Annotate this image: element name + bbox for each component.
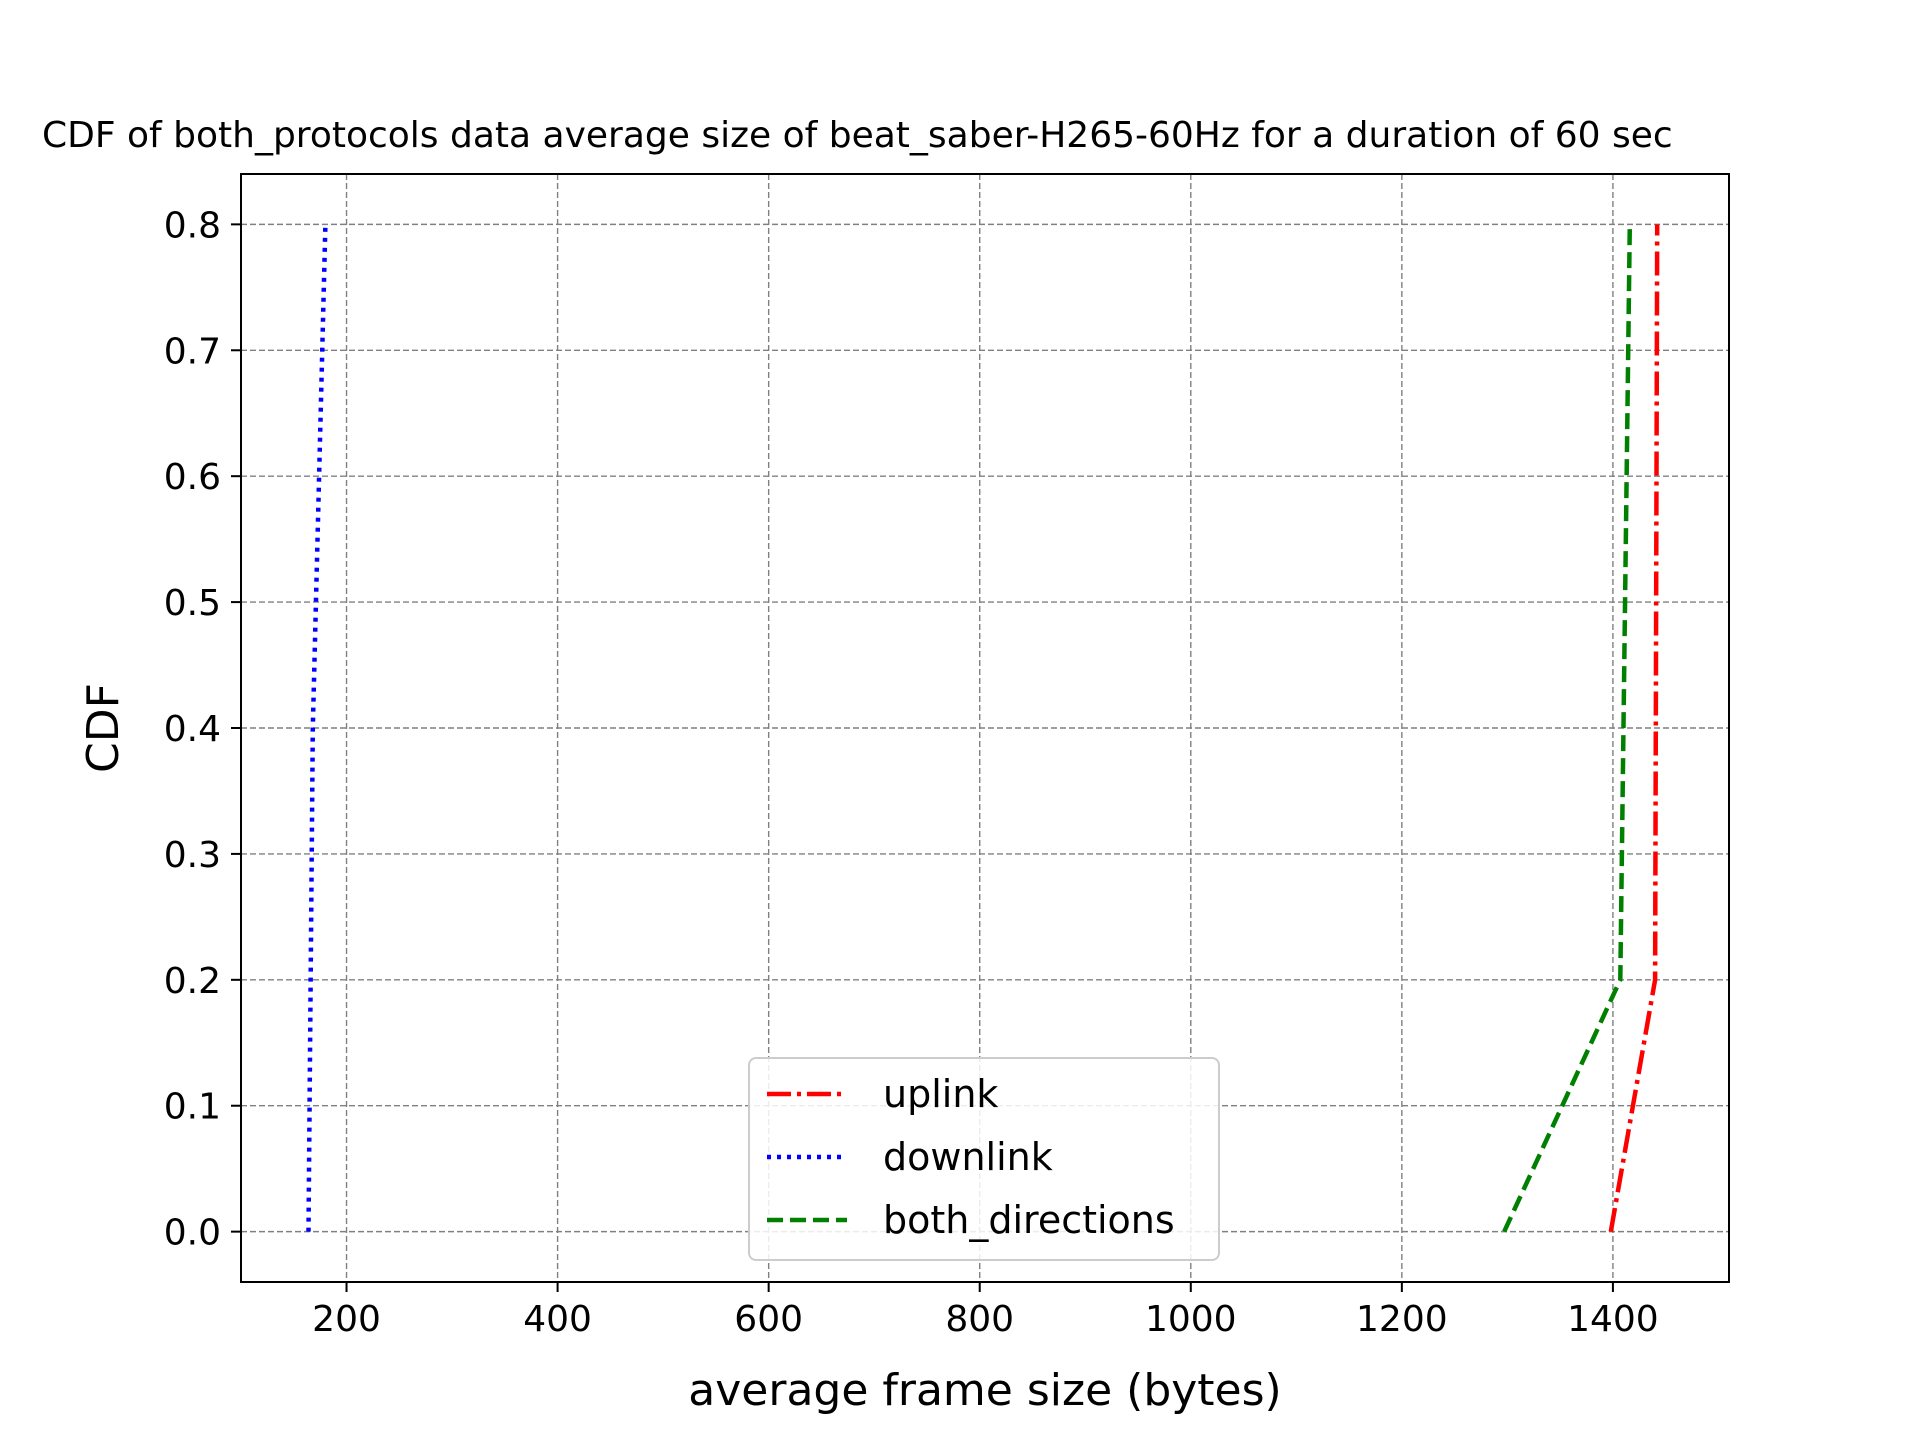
y-axis-label: CDF (78, 683, 129, 773)
y-tick-label: 0.3 (164, 835, 221, 876)
chart-title: CDF of both_protocols data average size … (42, 115, 1673, 156)
x-tick-label: 1400 (1567, 1299, 1659, 1340)
y-tick-label: 0.7 (164, 331, 221, 372)
y-tick-label: 0.1 (164, 1087, 221, 1128)
legend-label-both-directions: both_directions (883, 1198, 1175, 1242)
legend-box (748, 1057, 1220, 1261)
legend-label-downlink: downlink (883, 1135, 1053, 1179)
x-tick-label: 1000 (1145, 1299, 1237, 1340)
y-tick-label: 0.8 (164, 205, 221, 246)
x-tick-label: 1200 (1356, 1299, 1448, 1340)
x-tick-label: 400 (523, 1299, 592, 1340)
legend: uplink downlink both_directions (748, 1057, 1220, 1261)
y-tick-label: 0.6 (164, 457, 221, 498)
series-line-downlink (306, 224, 328, 1232)
x-tick-label: 800 (945, 1299, 1014, 1340)
legend-label-uplink: uplink (883, 1072, 998, 1116)
series-layer (306, 224, 1660, 1233)
grid-lines (241, 174, 1729, 1282)
y-tick-label: 0.4 (164, 709, 221, 750)
x-axis-label: average frame size (bytes) (688, 1365, 1281, 1416)
y-tick-label: 0.5 (164, 583, 221, 624)
x-tick-label: 600 (734, 1299, 803, 1340)
y-axis: 0.0 0.1 0.2 0.3 0.4 0.5 0.6 0.7 0.8 (164, 205, 241, 1254)
y-tick-label: 0.2 (164, 961, 221, 1002)
x-tick-label: 200 (312, 1299, 381, 1340)
series-line-both-directions (1502, 224, 1633, 1233)
y-tick-label: 0.0 (164, 1213, 221, 1254)
series-line-uplink (1608, 224, 1660, 1232)
x-axis: 200 400 600 800 1000 1200 1400 (312, 1282, 1659, 1340)
